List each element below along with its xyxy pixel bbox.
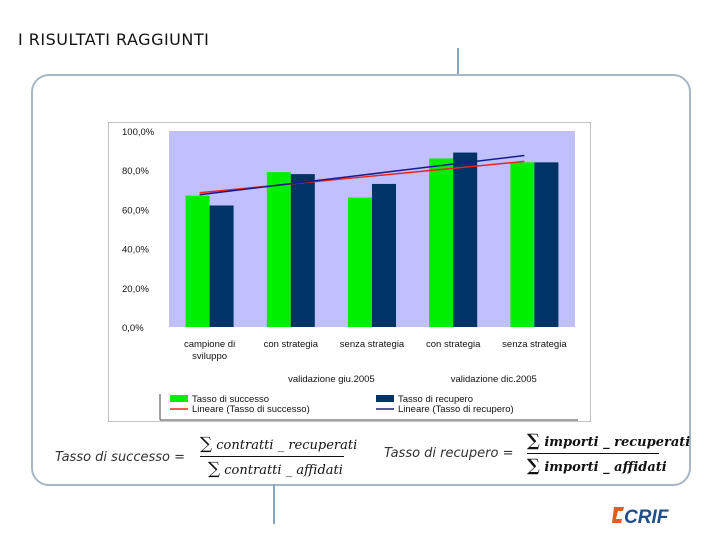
success-numerator-text: contratti _ recuperati — [216, 438, 358, 453]
page-title: I RISULTATI RAGGIUNTI — [18, 30, 210, 49]
recovery-denominator-text: importi _ affidati — [544, 460, 667, 475]
bar-recovery — [290, 174, 315, 327]
group-label: validazione dic.2005 — [451, 374, 537, 385]
y-tick-label: 40,0% — [122, 245, 149, 256]
x-tick-label: campione di — [184, 339, 235, 350]
x-tick-label: con strategia — [426, 339, 481, 350]
success-denominator: ∑ contratti _ affidati — [200, 459, 357, 479]
legend-label: Lineare (Tasso di successo) — [192, 404, 310, 415]
group-labels: validazione giu.2005 validazione dic.2005 — [288, 374, 537, 385]
success-denominator-text: contratti _ affidati — [224, 463, 343, 478]
trendline-recovery — [199, 154, 525, 196]
results-chart: 0,0% 20,0% 40,0% 60,0% 80,0% 100,0% campione … — [108, 122, 591, 422]
trendlines — [199, 154, 525, 196]
top-divider-line — [457, 48, 459, 94]
recovery-numerator-text: importi _ recuperati — [544, 435, 691, 450]
sum-symbol: ∑ — [208, 459, 221, 479]
x-tick-label: senza strategia — [340, 339, 405, 350]
sum-symbol: ∑ — [527, 456, 540, 476]
group-label: validazione giu.2005 — [288, 374, 375, 385]
success-rate-label: Tasso di successo = — [55, 450, 185, 465]
bar-recovery — [534, 162, 559, 327]
x-tick-label: senza strategia — [502, 339, 567, 350]
bar-recovery — [372, 183, 396, 327]
fraction-bar — [527, 453, 659, 454]
y-axis-ticks: 0,0% 20,0% 40,0% 60,0% 80,0% 100,0% — [122, 127, 155, 334]
x-tick-label: con strategia — [264, 339, 319, 350]
bar-recovery — [209, 205, 234, 327]
recovery-numerator: ∑ importi _ recuperati — [527, 431, 690, 451]
y-tick-label: 0,0% — [122, 323, 144, 334]
legend-swatch — [376, 395, 394, 402]
success-numerator: ∑ contratti _ recuperati — [200, 434, 357, 454]
bar-success — [429, 158, 454, 327]
legend-label: Tasso di successo — [192, 394, 269, 405]
recovery-rate-label: Tasso di recupero = — [384, 446, 514, 461]
legend-label: Lineare (Tasso di recupero) — [398, 404, 514, 415]
bottom-divider-line — [273, 484, 275, 524]
success-rate-fraction: ∑ contratti _ recuperati ∑ contratti _ a… — [200, 434, 357, 479]
legend: Tasso di successo Tasso di recuperoLinear… — [159, 394, 578, 421]
sum-symbol: ∑ — [200, 434, 213, 454]
bar-success — [510, 162, 535, 327]
recovery-denominator: ∑ importi _ affidati — [527, 456, 690, 476]
y-tick-label: 100,0% — [122, 127, 155, 138]
sum-symbol: ∑ — [527, 431, 540, 451]
bar-success — [266, 172, 291, 327]
y-tick-label: 60,0% — [122, 205, 149, 216]
legend-swatch — [170, 395, 188, 402]
crif-logo: CRIF — [612, 507, 670, 527]
bars — [185, 152, 559, 327]
bar-recovery — [453, 152, 478, 327]
y-tick-label: 20,0% — [122, 284, 149, 295]
y-tick-label: 80,0% — [122, 166, 149, 177]
logo-text: CRIF — [624, 507, 670, 527]
bar-success — [348, 197, 372, 327]
recovery-rate-fraction: ∑ importi _ recuperati ∑ importi _ affid… — [527, 431, 690, 476]
fraction-bar — [200, 456, 344, 457]
legend-label: Tasso di recupero — [398, 394, 473, 405]
logo-accent-mark — [612, 507, 624, 523]
bar-success — [185, 195, 210, 327]
x-tick-label: sviluppo — [192, 351, 227, 362]
